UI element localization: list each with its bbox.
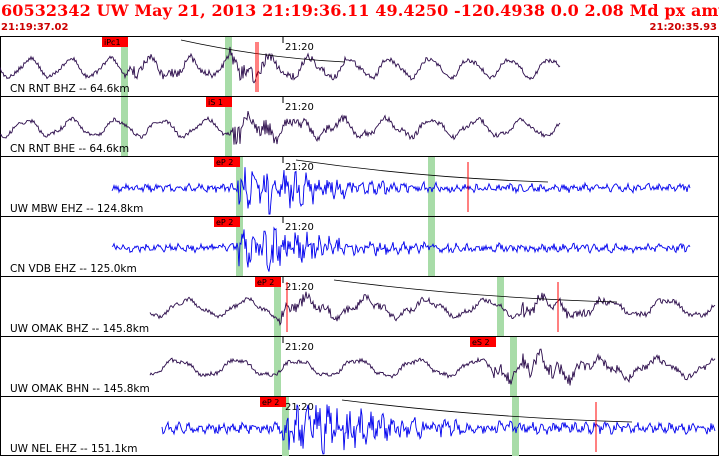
travel-curve-2 <box>295 159 549 183</box>
pick-window-0-0 <box>121 37 128 96</box>
phase-pick-label: eP 2 <box>216 158 233 167</box>
pick-window-1-0 <box>121 97 128 156</box>
event-title: 60532342 UW May 21, 2013 21:19:36.11 49.… <box>1 1 719 20</box>
waveform-0 <box>0 46 561 84</box>
phase-pick-label: eS 2 <box>472 338 490 347</box>
pick-window-0-1 <box>225 37 232 96</box>
station-label: CN RNT BHZ -- 64.6km <box>10 83 130 95</box>
phase-pick-label: iPc1 <box>104 38 121 47</box>
phase-pick-box <box>102 37 128 47</box>
pick-window-6-1 <box>512 397 519 456</box>
phase-pick-box <box>255 277 281 287</box>
travel-curve-4 <box>333 279 618 303</box>
start-time-label: 21:19:37.02 <box>1 22 69 33</box>
travel-curve-6 <box>341 399 633 423</box>
phase-pick-label: eP 2 <box>257 278 274 287</box>
station-label: UW MBW EHZ -- 124.8km <box>10 203 143 215</box>
minute-mark-label: 21:20 <box>285 402 314 413</box>
end-time-label: 21:20:35.93 <box>649 22 717 33</box>
waveform-1 <box>0 111 561 145</box>
pick-window-2-0 <box>236 157 243 216</box>
travel-curve-0 <box>180 39 346 63</box>
pick-window-1-1 <box>225 97 232 156</box>
station-label: UW NEL EHZ -- 151.1km <box>10 443 137 455</box>
waveform-3 <box>111 226 691 272</box>
minute-mark-label: 21:20 <box>285 342 314 353</box>
phase-pick-label: eP 2 <box>216 218 233 227</box>
phase-pick-label: eP 2 <box>262 398 279 407</box>
minute-mark-label: 21:20 <box>285 102 314 113</box>
minute-mark-label: 21:20 <box>285 282 314 293</box>
station-label: UW OMAK BHZ -- 145.8km <box>10 323 149 335</box>
phase-pick-box <box>260 397 286 407</box>
pick-window-5-0 <box>274 337 281 396</box>
pick-window-5-1 <box>510 337 517 396</box>
phase-pick-box <box>214 217 240 227</box>
pick-window-2-1 <box>428 157 435 216</box>
phase-pick-box <box>206 97 232 107</box>
minute-mark-label: 21:20 <box>285 222 314 233</box>
waveform-6 <box>161 404 716 455</box>
waveform-2 <box>111 167 691 215</box>
phase-pick-box <box>214 157 240 167</box>
phase-pick-label: iS 1 <box>208 98 223 107</box>
phase-pick-box <box>470 337 496 347</box>
minute-mark-label: 21:20 <box>285 42 314 53</box>
trace-panel: 21:20 iPc1 CN RNT BHZ -- 64.6km 21:20 iS 1 CN… <box>0 36 719 456</box>
pick-window-4-0 <box>274 277 281 336</box>
waveform-4 <box>149 291 716 327</box>
station-label: CN VDB EHZ -- 125.0km <box>10 263 137 275</box>
minute-mark-label: 21:20 <box>285 162 314 173</box>
header-bar: 60532342 UW May 21, 2013 21:19:36.11 49.… <box>0 0 719 36</box>
station-label: UW OMAK BHN -- 145.8km <box>10 383 150 395</box>
station-label: CN RNT BHE -- 64.6km <box>10 143 129 155</box>
pick-window-4-1 <box>497 277 504 336</box>
waveform-5 <box>149 348 716 386</box>
